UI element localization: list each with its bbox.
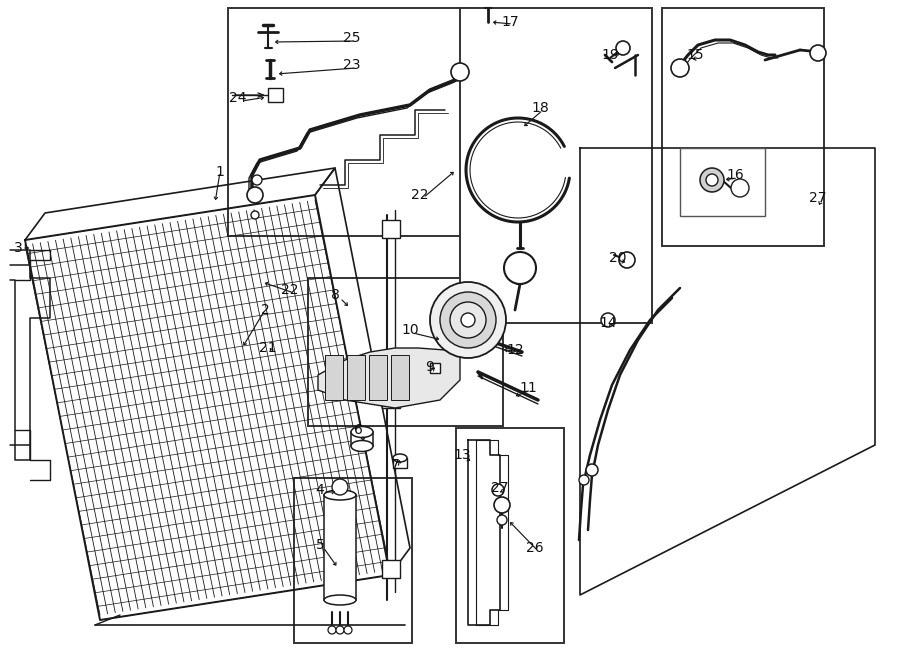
Text: 24: 24 xyxy=(230,91,247,105)
Bar xyxy=(324,495,356,600)
Text: 27: 27 xyxy=(809,191,827,205)
Text: 20: 20 xyxy=(609,251,626,265)
Circle shape xyxy=(247,187,263,203)
Circle shape xyxy=(731,179,749,197)
Circle shape xyxy=(619,252,635,268)
Ellipse shape xyxy=(351,440,373,451)
Text: 1: 1 xyxy=(216,165,224,179)
Text: 6: 6 xyxy=(354,423,363,437)
Text: 17: 17 xyxy=(501,15,518,29)
Circle shape xyxy=(671,59,689,77)
Text: 8: 8 xyxy=(330,288,339,302)
Bar xyxy=(456,428,564,643)
Text: 23: 23 xyxy=(343,58,361,72)
Bar xyxy=(294,478,412,643)
Circle shape xyxy=(494,497,510,513)
Circle shape xyxy=(586,464,598,476)
Text: 19: 19 xyxy=(601,48,619,62)
Circle shape xyxy=(430,282,506,358)
Ellipse shape xyxy=(324,490,356,500)
Text: 14: 14 xyxy=(599,316,616,330)
Circle shape xyxy=(252,175,262,185)
Circle shape xyxy=(810,45,826,61)
Bar xyxy=(369,355,387,400)
Text: 25: 25 xyxy=(343,31,361,45)
Text: 22: 22 xyxy=(411,188,428,202)
Bar xyxy=(382,560,400,578)
Polygon shape xyxy=(318,348,460,408)
Circle shape xyxy=(450,302,486,338)
Circle shape xyxy=(328,626,336,634)
Text: 3: 3 xyxy=(14,241,22,255)
Bar xyxy=(393,458,407,468)
Text: 13: 13 xyxy=(454,448,471,462)
Bar xyxy=(228,8,476,236)
Circle shape xyxy=(504,252,536,284)
Bar xyxy=(382,220,400,238)
Bar xyxy=(662,8,824,246)
Circle shape xyxy=(461,313,475,327)
Circle shape xyxy=(492,484,504,496)
Circle shape xyxy=(451,63,469,81)
Text: 16: 16 xyxy=(726,168,744,182)
Text: 4: 4 xyxy=(316,483,324,497)
Ellipse shape xyxy=(324,595,356,605)
Circle shape xyxy=(700,168,724,192)
Text: 10: 10 xyxy=(401,323,419,337)
Text: 12: 12 xyxy=(506,343,524,357)
Text: 7: 7 xyxy=(391,458,400,472)
Bar xyxy=(308,278,503,426)
Circle shape xyxy=(336,626,344,634)
Circle shape xyxy=(616,41,630,55)
Bar xyxy=(680,148,765,216)
Text: 26: 26 xyxy=(526,541,544,555)
Text: 21: 21 xyxy=(259,341,277,355)
Text: 9: 9 xyxy=(426,360,435,374)
Text: 11: 11 xyxy=(519,381,537,395)
Bar xyxy=(391,355,409,400)
Ellipse shape xyxy=(351,426,373,438)
Bar xyxy=(382,390,400,408)
Bar xyxy=(268,88,283,102)
Bar xyxy=(460,8,652,323)
Circle shape xyxy=(706,174,718,186)
Text: 27: 27 xyxy=(491,481,508,495)
Circle shape xyxy=(440,292,496,348)
Circle shape xyxy=(579,475,589,485)
Circle shape xyxy=(601,313,615,327)
Circle shape xyxy=(332,479,348,495)
Bar xyxy=(325,355,343,400)
Text: 2: 2 xyxy=(261,303,269,317)
Text: 18: 18 xyxy=(531,101,549,115)
Text: 22: 22 xyxy=(281,283,299,297)
Text: 5: 5 xyxy=(316,538,324,552)
Circle shape xyxy=(497,515,507,525)
Circle shape xyxy=(344,626,352,634)
Bar xyxy=(347,355,365,400)
Ellipse shape xyxy=(393,454,407,462)
Bar xyxy=(351,432,373,446)
Circle shape xyxy=(251,211,259,219)
Text: 15: 15 xyxy=(686,48,704,62)
